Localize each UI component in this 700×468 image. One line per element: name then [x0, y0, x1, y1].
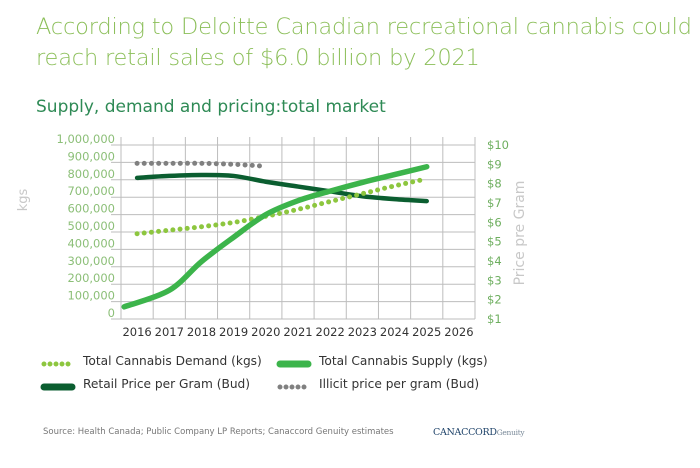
y-tick-label-left: 800,000	[67, 167, 115, 181]
y-tick-label-right: $4	[487, 254, 502, 268]
x-tick-label: 2023	[348, 325, 377, 339]
y-tick-label-right: $6	[487, 215, 502, 229]
y-tick-label-left: 600,000	[67, 202, 115, 216]
series-illicit-price-per-gram-bud	[134, 160, 269, 169]
legend-swatch-dotted-green-icon	[40, 357, 76, 367]
x-tick-label: 2018	[187, 325, 216, 339]
x-tick-label: 2016	[122, 325, 151, 339]
x-tick-label: 2026	[444, 325, 473, 339]
legend-swatch-solid-darkgreen-icon	[40, 380, 76, 391]
legend-item-supply: Total Cannabis Supply (kgs)	[276, 354, 488, 368]
series-total-cannabis-demand-kgs	[134, 176, 430, 237]
grid	[111, 137, 476, 320]
x-tick-label: 2022	[316, 325, 345, 339]
y-tick-label-left: 200,000	[67, 271, 115, 285]
x-tick-label: 2021	[283, 325, 312, 339]
chart-headline: According to Deloitte Canadian recreatio…	[36, 14, 692, 71]
x-tick-label: 2017	[155, 325, 184, 339]
series-retail-price-per-gram-bud	[134, 172, 429, 204]
canaccord-logo: CANACCORDGenuity	[433, 427, 525, 438]
legend-label: Retail Price per Gram (Bud)	[83, 377, 251, 391]
logo-main: CANACCORD	[433, 427, 497, 438]
y-tick-label-left: 400,000	[67, 236, 115, 250]
y-tick-label-left: 100,000	[67, 289, 115, 303]
y-tick-label-left: 700,000	[67, 184, 115, 198]
y-tick-label-left: 1,000,000	[56, 132, 115, 146]
y-axis-right: $10 $9 $8 $7 $6 $5 $4 $3 $2 $1	[487, 138, 509, 326]
y-tick-label-right: $8	[487, 177, 502, 191]
legend-swatch-solid-green-icon	[276, 357, 312, 368]
x-axis: 2016 2017 2018 2019 2020 2021 2022 2023 2024 2025…	[122, 325, 473, 339]
x-tick-label: 2024	[380, 325, 409, 339]
legend-item-demand: Total Cannabis Demand (kgs)	[40, 354, 262, 368]
series-layer	[121, 160, 430, 310]
y-tick-label-right: $9	[487, 157, 502, 171]
series-total-cannabis-supply-kgs	[121, 164, 430, 310]
y-tick-label-right: $2	[487, 293, 502, 307]
y-tick-label-right: $7	[487, 196, 502, 210]
y-tick-label-right: $1	[487, 312, 502, 326]
legend-label: Total Cannabis Supply (kgs)	[319, 354, 488, 368]
y-tick-label-left: 500,000	[67, 219, 115, 233]
y-tick-label-left: 900,000	[67, 149, 115, 163]
logo-sub: Genuity	[496, 428, 525, 437]
x-tick-label: 2019	[219, 325, 248, 339]
y-tick-label-right: $3	[487, 273, 502, 287]
y-tick-label-left: 300,000	[67, 254, 115, 268]
legend-item-illicit-price: Illicit price per gram (Bud)	[276, 377, 479, 391]
legend-label: Illicit price per gram (Bud)	[319, 377, 480, 391]
y-axis-right-title: Price pre Gram	[512, 181, 528, 286]
line-chart: 1,000,000 900,000 800,000 700,000 600,000 500…	[16, 132, 528, 339]
legend-swatch-dotted-gray-icon	[276, 380, 312, 390]
y-axis-left-title: kgs	[16, 189, 31, 212]
chart-title: Supply, demand and pricing:total market	[36, 97, 386, 117]
y-tick-label-right: $10	[487, 138, 509, 152]
legend-item-retail-price: Retail Price per Gram (Bud)	[40, 377, 250, 391]
y-tick-label-left: 0	[108, 306, 115, 320]
y-tick-label-right: $5	[487, 235, 502, 249]
x-tick-label: 2025	[412, 325, 441, 339]
x-tick-label: 2020	[251, 325, 280, 339]
legend-label: Total Cannabis Demand (kgs)	[83, 354, 262, 368]
source-note: Source: Health Canada; Public Company LP…	[43, 427, 394, 437]
y-axis-left: 1,000,000 900,000 800,000 700,000 600,000 500…	[56, 132, 115, 320]
